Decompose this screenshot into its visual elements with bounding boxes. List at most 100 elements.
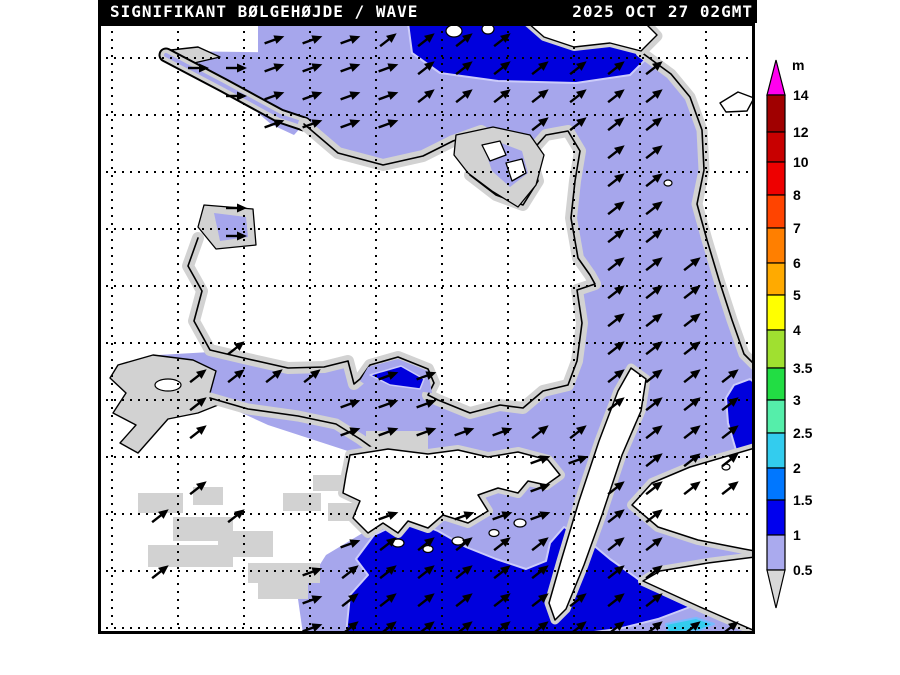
wave-arrow-icon (302, 63, 323, 73)
wave-arrow-icon (569, 89, 587, 104)
wave-arrow-icon (303, 369, 321, 384)
wave-arrow-icon (417, 537, 435, 552)
wave-arrow-icon (645, 145, 663, 160)
wave-arrow-icon (189, 481, 207, 496)
wave-arrow-icon (455, 565, 473, 580)
wave-arrow-icon (645, 257, 663, 272)
wave-arrow-icon (607, 509, 625, 524)
colorbar-segment (766, 131, 786, 163)
wave-arrow-icon (645, 397, 663, 412)
colorbar-tick-label: 10 (793, 154, 809, 170)
wave-arrow-icon (645, 593, 663, 608)
colorbar-unit-label: m (792, 57, 804, 73)
wave-arrow-icon (417, 89, 435, 104)
wave-arrow-icon (302, 623, 323, 633)
wave-arrow-icon (531, 537, 549, 552)
calm-gray-patch (258, 583, 308, 599)
wave-arrow-icon (416, 427, 437, 437)
colorbar-canvas: m 14 12 10 8 7 6 5 4 3.5 3 2.5 2 1.5 1 0.5 (766, 57, 813, 609)
wave-arrow-icon (454, 511, 475, 521)
wave-map (98, 23, 755, 634)
wave-arrow-icon (416, 399, 437, 409)
wave-arrow-icon (645, 369, 663, 384)
wave-arrow-icon (569, 117, 587, 132)
wave-arrow-icon (607, 369, 625, 384)
wave-arrow-icon (378, 511, 399, 521)
wave-arrow-icon (455, 537, 473, 552)
wave-arrow-icon (340, 63, 361, 73)
wave-arrow-icon (683, 257, 701, 272)
colorbar-segment (766, 367, 786, 401)
wave-arrow-icon (226, 231, 247, 241)
colorbar-tick-label: 4 (793, 322, 801, 338)
wave-arrow-icon (607, 481, 625, 496)
wave-arrow-icon (607, 61, 625, 76)
wave-arrow-icon (264, 35, 285, 45)
wave-arrow-icon (226, 91, 247, 101)
wave-arrow-icon (378, 399, 399, 409)
inlet-islet (481, 140, 507, 162)
wave-arrow-icon (493, 89, 511, 104)
colorbar-tick-label: 1 (793, 527, 801, 543)
east-coast-island (719, 91, 755, 113)
sea-purple-sound (158, 351, 433, 453)
wave-arrow-icon (683, 313, 701, 328)
wave-arrow-icon (302, 119, 323, 129)
small-island (451, 536, 465, 546)
colorbar-segment (766, 499, 786, 536)
south-archipelago (342, 448, 561, 534)
wave-arrow-icon (341, 593, 359, 608)
calm-gray-patch (218, 531, 273, 557)
wave-arrow-icon (226, 203, 247, 213)
wave-arrow-icon (340, 539, 361, 549)
wave-arrow-icon (645, 117, 663, 132)
small-island (488, 528, 500, 538)
wave-arrow-icon (340, 91, 361, 101)
map-border (98, 23, 755, 634)
wave-arrow-icon (189, 425, 207, 440)
wave-arrow-icon (531, 593, 549, 608)
colorbar-tick-label: 0.5 (793, 562, 813, 578)
colorbar-tick-label: 1.5 (793, 492, 813, 508)
colorbar-tick-label: 14 (793, 87, 809, 103)
wave-arrow-icon (721, 425, 739, 440)
wave-map-canvas (98, 23, 755, 634)
wave-arrow-icon (721, 369, 739, 384)
colorbar-segment (766, 534, 786, 571)
colorbar-tick-label: 5 (793, 287, 801, 303)
colorbar-segment (766, 399, 786, 434)
colorbar-tick-label: 2.5 (793, 425, 813, 441)
wave-arrow-icon (607, 145, 625, 160)
wave-direction-arrows (151, 33, 739, 634)
wave-arrow-icon (645, 565, 663, 580)
calm-gray-patch (283, 493, 321, 511)
colorbar-segment (766, 467, 786, 501)
colorbar: m 14 12 10 8 7 6 5 4 3.5 3 2.5 2 1.5 1 0.5 (758, 50, 900, 630)
wave-arrow-icon (645, 201, 663, 216)
wave-arrow-icon (151, 509, 169, 524)
wave-arrow-icon (645, 229, 663, 244)
colorbar-over-range-arrow (766, 59, 786, 96)
colorbar-under-range-arrow (766, 569, 786, 609)
wave-arrow-icon (683, 425, 701, 440)
wave-arrow-icon (645, 453, 663, 468)
colorbar-segment (766, 227, 786, 264)
wave-arrow-icon (607, 257, 625, 272)
wave-arrow-icon (683, 369, 701, 384)
wave-arrow-icon (378, 371, 399, 381)
colorbar-segment (766, 294, 786, 331)
wave-arrow-icon (530, 511, 551, 521)
wave-arrow-icon (645, 285, 663, 300)
colorbar-segment (766, 432, 786, 469)
wave-arrow-icon (454, 427, 475, 437)
colorbar-tick-label: 3 (793, 392, 801, 408)
wave-arrow-icon (302, 91, 323, 101)
wave-arrow-icon (417, 33, 435, 48)
calm-gray-patch (313, 475, 341, 491)
wave-arrow-icon (189, 397, 207, 412)
wave-arrow-icon (569, 425, 587, 440)
small-island (422, 544, 434, 554)
wave-arrow-icon (721, 481, 739, 496)
wave-arrow-icon (568, 455, 589, 465)
